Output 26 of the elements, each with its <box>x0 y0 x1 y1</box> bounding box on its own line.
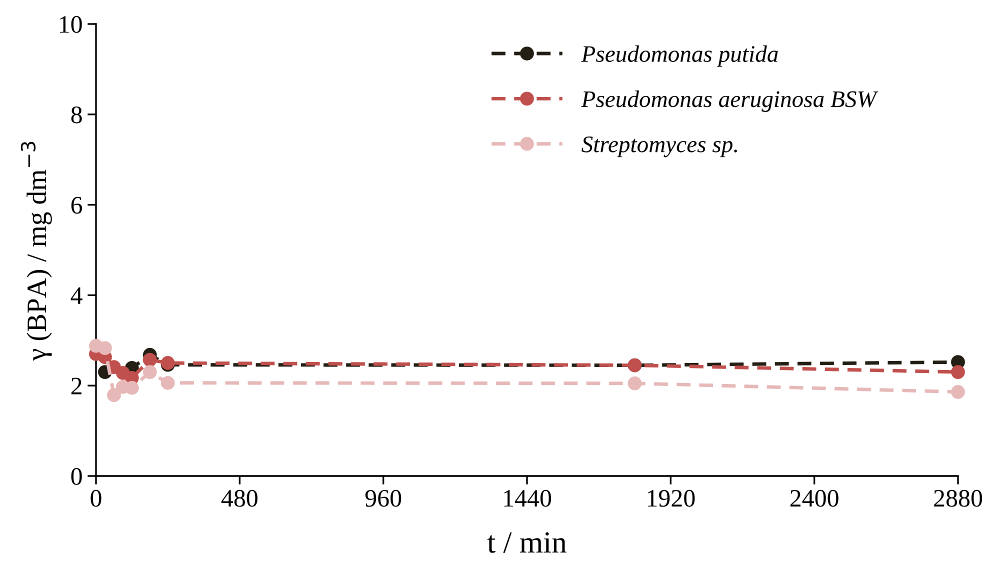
y-tick-label: 8 <box>71 106 82 124</box>
y-tick-label: 4 <box>70 287 82 304</box>
legend-label: Pseudomonas putida <box>581 45 778 67</box>
x-tick-label: 960 <box>365 490 402 507</box>
x-axis-title: t / min <box>487 532 566 553</box>
x-tick-label: 1920 <box>648 490 695 507</box>
point <box>160 376 175 390</box>
y-axis-title: γ (BPA) / mg dm$^{−3}$ <box>20 142 52 361</box>
x-tick-label: 0 <box>90 490 102 507</box>
point <box>951 384 965 399</box>
x-tick-label: 1440 <box>504 490 552 507</box>
y-tick-label: 0 <box>71 468 82 485</box>
point <box>142 365 157 379</box>
x-tick-label: 480 <box>221 490 258 507</box>
legend-label: Streptomyces sp. <box>582 136 737 158</box>
y-tick-label: 6 <box>71 196 82 214</box>
x-tick-label: 2400 <box>790 490 838 507</box>
point <box>628 376 642 390</box>
y-tick-label: 10 <box>60 16 82 33</box>
point <box>107 388 121 402</box>
point <box>951 365 965 379</box>
point <box>142 352 157 367</box>
legend-label: Pseudomonas aeruginosa BSW <box>581 90 878 112</box>
point <box>98 341 112 356</box>
x-tick-label: 2880 <box>934 490 982 507</box>
y-tick-label: 2 <box>71 378 82 394</box>
